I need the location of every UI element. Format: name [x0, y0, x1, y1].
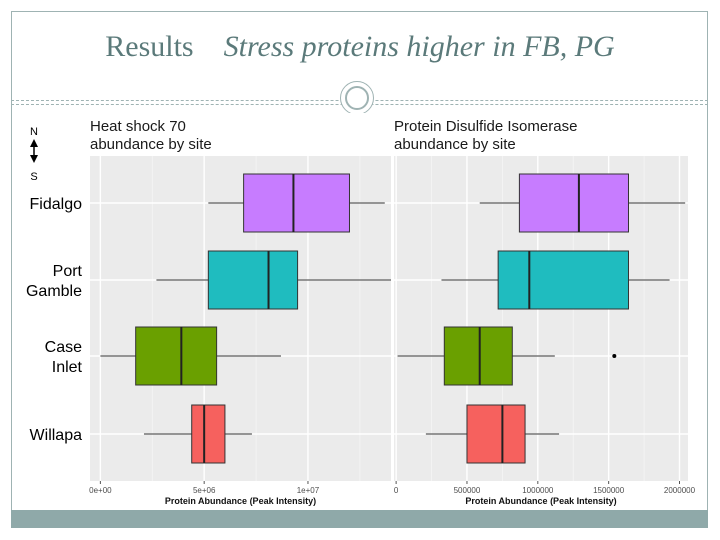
x-tick-label: 2000000: [664, 486, 696, 495]
box-port-gamble: [497, 250, 629, 310]
slide-subtitle: Stress proteins higher in FB, PG: [223, 30, 615, 63]
x-tick-label: 5e+06: [193, 486, 216, 495]
box-willapa: [191, 404, 226, 464]
x-tick-label: 0e+00: [89, 486, 112, 495]
boxplot-figure: N S Fidalgo Port Gamble Case Inlet Willapa He…: [26, 118, 696, 506]
x-tick-label: 0: [394, 486, 399, 495]
box-port-gamble: [207, 250, 299, 310]
site-label: Willapa: [30, 427, 83, 444]
site-label: Case: [45, 339, 82, 356]
chart-title: abundance by site: [90, 136, 212, 153]
x-axis-label: Protein Abundance (Peak Intensity): [165, 496, 316, 506]
box-case-inlet: [443, 326, 513, 386]
slide-title-text: Results: [105, 30, 194, 63]
x-tick-label: 1000000: [522, 486, 554, 495]
slide-title: Results Stress proteins higher in FB, PG: [0, 30, 720, 64]
compass: N S: [30, 126, 38, 183]
box-fidalgo: [243, 173, 350, 233]
box-willapa: [466, 404, 526, 464]
x-axis-label: Protein Abundance (Peak Intensity): [465, 496, 616, 506]
chart-title: abundance by site: [394, 136, 516, 153]
chart-title: Heat shock 70: [90, 118, 186, 135]
x-tick-label: 1500000: [593, 486, 625, 495]
site-label: Gamble: [26, 283, 82, 300]
chart-title: Protein Disulfide Isomerase: [394, 118, 577, 135]
divider-ring-ornament: [340, 81, 374, 115]
box-fidalgo: [518, 173, 629, 233]
compass-arrow-down-icon: [30, 155, 38, 163]
compass-north-label: N: [30, 126, 38, 138]
site-label: Inlet: [52, 359, 83, 376]
site-labels: Fidalgo Port Gamble Case Inlet Willapa: [26, 196, 83, 444]
site-label: Fidalgo: [30, 196, 83, 213]
site-label: Port: [53, 263, 83, 280]
outlier-case-inlet: [612, 354, 617, 358]
compass-south-label: S: [30, 171, 37, 183]
compass-arrow-up-icon: [30, 139, 38, 147]
x-tick-label: 1e+07: [297, 486, 320, 495]
box-case-inlet: [135, 326, 218, 386]
x-tick-label: 500000: [454, 486, 481, 495]
figure-panel: N S Fidalgo Port Gamble Case Inlet Willapa He…: [14, 113, 702, 510]
slide-footer-band: [11, 510, 708, 528]
